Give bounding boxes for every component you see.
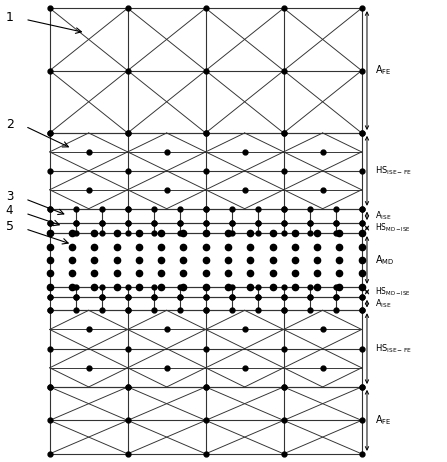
Text: 1: 1	[6, 11, 13, 24]
Text: 2: 2	[6, 117, 13, 131]
Text: A$_\mathrm{ISE}$: A$_\mathrm{ISE}$	[375, 298, 392, 310]
Text: 4: 4	[6, 204, 13, 217]
Text: HS$_\mathrm{MD-ISE}$: HS$_\mathrm{MD-ISE}$	[375, 222, 411, 234]
Text: HS$_\mathrm{ISE-FE}$: HS$_\mathrm{ISE-FE}$	[375, 164, 412, 177]
Text: A$_\mathrm{MD}$: A$_\mathrm{MD}$	[375, 253, 394, 267]
Text: 5: 5	[6, 220, 13, 233]
Text: A$_\mathrm{FE}$: A$_\mathrm{FE}$	[375, 64, 392, 78]
Text: HS$_\mathrm{MD-ISE}$: HS$_\mathrm{MD-ISE}$	[375, 286, 411, 298]
Text: 3: 3	[6, 190, 13, 203]
Text: A$_\mathrm{ISE}$: A$_\mathrm{ISE}$	[375, 210, 392, 222]
Text: A$_\mathrm{FE}$: A$_\mathrm{FE}$	[375, 413, 392, 427]
Text: HS$_\mathrm{ISE-FE}$: HS$_\mathrm{ISE-FE}$	[375, 342, 412, 355]
